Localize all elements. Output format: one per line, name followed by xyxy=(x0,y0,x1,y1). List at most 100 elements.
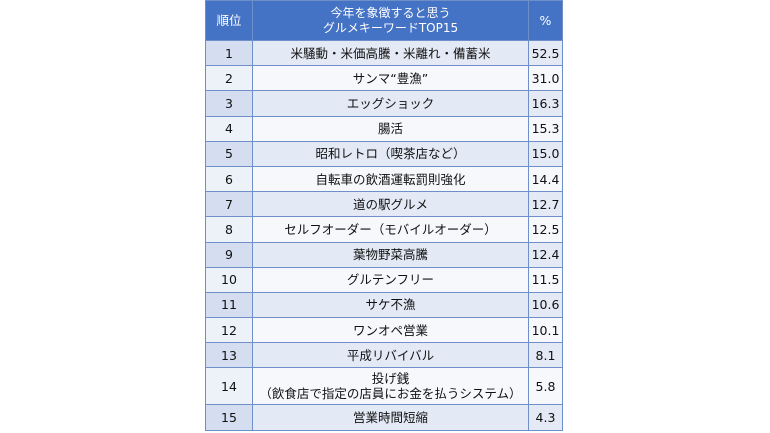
header-cell: 順位 xyxy=(206,1,253,41)
rank-cell: 1 xyxy=(206,41,253,67)
table-row: 8 セルフオーダー（モバイルオーダー） 12.5 xyxy=(206,217,563,243)
percent-text: 12.5 xyxy=(531,221,560,237)
rank-text: 6 xyxy=(225,171,233,187)
percent-cell: 10.1 xyxy=(529,318,563,344)
rank-cell: 8 xyxy=(206,217,253,243)
percent-text: 11.5 xyxy=(531,272,560,288)
rank-text: 15 xyxy=(221,410,237,426)
percent-cell: 12.7 xyxy=(529,192,563,218)
percent-cell: 15.3 xyxy=(529,116,563,142)
ranking-table: 順位 今年を象徴すると思う グルメキーワードTOP15 % 1 米騒動・米価高騰・米… xyxy=(205,0,563,431)
percent-cell: 11.5 xyxy=(529,267,563,293)
rank-cell: 9 xyxy=(206,242,253,268)
table-row: 4 腸活 15.3 xyxy=(206,116,563,142)
percent-cell: 10.6 xyxy=(529,292,563,319)
rank-text: 13 xyxy=(221,347,237,363)
header-text: グルメキーワードTOP15 xyxy=(322,20,459,35)
rank-text: 5 xyxy=(225,146,233,162)
percent-text: 15.3 xyxy=(531,121,560,137)
percent-cell: 31.0 xyxy=(529,66,563,92)
table-row: 5 昭和レトロ（喫茶店など） 15.0 xyxy=(206,141,563,167)
percent-text: 10.1 xyxy=(531,322,560,338)
header-text: 今年を象徴すると思う xyxy=(330,5,451,20)
rank-cell: 5 xyxy=(206,141,253,167)
header-text: 順位 xyxy=(216,13,242,28)
rank-cell: 14 xyxy=(206,368,253,406)
header-text: % xyxy=(539,13,552,28)
percent-text: 5.8 xyxy=(535,378,556,394)
percent-text: 10.6 xyxy=(531,297,560,313)
keyword-cell: 腸活 xyxy=(253,116,529,142)
rank-text: 2 xyxy=(225,70,233,86)
percent-text: 52.5 xyxy=(531,45,560,61)
keyword-cell: エッグショック xyxy=(253,91,529,117)
keyword-text: 投げ銭 xyxy=(371,371,410,387)
keyword-text: 昭和レトロ（喫茶店など） xyxy=(315,146,466,162)
keyword-text: サケ不漁 xyxy=(365,297,416,313)
percent-text: 15.0 xyxy=(531,146,560,162)
percent-text: 12.4 xyxy=(531,247,560,263)
rank-text: 1 xyxy=(225,45,233,61)
keyword-cell: セルフオーダー（モバイルオーダー） xyxy=(253,217,529,243)
keyword-text: （飲食店で指定の店員にお金を払うシステム） xyxy=(259,386,522,402)
table-row: 13 平成リバイバル 8.1 xyxy=(206,343,563,369)
rank-text: 3 xyxy=(225,95,233,111)
keyword-text: 道の駅グルメ xyxy=(352,196,428,212)
table-row: 11 サケ不漁 10.6 xyxy=(206,292,563,319)
percent-text: 4.3 xyxy=(535,410,556,426)
header-row: 順位 今年を象徴すると思う グルメキーワードTOP15 % xyxy=(206,1,563,41)
percent-cell: 4.3 xyxy=(529,405,563,431)
table-row: 6 自転車の飲酒運転罰則強化 14.4 xyxy=(206,166,563,193)
rank-cell: 11 xyxy=(206,292,253,319)
rank-text: 12 xyxy=(221,322,237,338)
keyword-text: 米騒動・米価高騰・米離れ・備蓄米 xyxy=(290,45,491,61)
rank-cell: 13 xyxy=(206,343,253,369)
percent-cell: 5.8 xyxy=(529,368,563,406)
keyword-text: ワンオペ営業 xyxy=(352,322,428,338)
keyword-text: サンマ“豊漁” xyxy=(352,70,429,86)
table-row: 9 葉物野菜高騰 12.4 xyxy=(206,242,563,268)
table-row: 2 サンマ“豊漁” 31.0 xyxy=(206,66,563,92)
percent-cell: 12.4 xyxy=(529,242,563,268)
keyword-cell: 葉物野菜高騰 xyxy=(253,242,529,268)
rank-cell: 6 xyxy=(206,166,253,193)
percent-text: 8.1 xyxy=(535,347,556,363)
keyword-cell: サケ不漁 xyxy=(253,292,529,319)
rank-text: 9 xyxy=(225,247,233,263)
percent-text: 14.4 xyxy=(531,171,560,187)
table-row: 3 エッグショック 16.3 xyxy=(206,91,563,117)
percent-cell: 12.5 xyxy=(529,217,563,243)
keyword-cell: 営業時間短縮 xyxy=(253,405,529,431)
percent-cell: 52.5 xyxy=(529,41,563,67)
percent-cell: 8.1 xyxy=(529,343,563,369)
table-row: 7 道の駅グルメ 12.7 xyxy=(206,192,563,218)
rank-text: 14 xyxy=(221,378,237,394)
table-row: 14 投げ銭 （飲食店で指定の店員にお金を払うシステム） 5.8 xyxy=(206,368,563,406)
keyword-cell: 昭和レトロ（喫茶店など） xyxy=(253,141,529,167)
rank-text: 7 xyxy=(225,196,233,212)
keyword-text: 自転車の飲酒運転罰則強化 xyxy=(315,171,466,187)
keyword-cell: 自転車の飲酒運転罰則強化 xyxy=(253,166,529,193)
keyword-cell: ワンオペ営業 xyxy=(253,318,529,344)
header-cell: 今年を象徴すると思う グルメキーワードTOP15 xyxy=(253,1,529,41)
table-row: 10 グルテンフリー 11.5 xyxy=(206,267,563,293)
rank-cell: 15 xyxy=(206,405,253,431)
keyword-text: 葉物野菜高騰 xyxy=(352,247,428,263)
keyword-cell: サンマ“豊漁” xyxy=(253,66,529,92)
percent-cell: 14.4 xyxy=(529,166,563,193)
percent-cell: 16.3 xyxy=(529,91,563,117)
rank-text: 4 xyxy=(225,121,233,137)
percent-text: 12.7 xyxy=(531,196,560,212)
keyword-cell: グルテンフリー xyxy=(253,267,529,293)
table-row: 15 営業時間短縮 4.3 xyxy=(206,405,563,431)
percent-cell: 15.0 xyxy=(529,141,563,167)
rank-cell: 10 xyxy=(206,267,253,293)
rank-text: 8 xyxy=(225,221,233,237)
keyword-cell: 投げ銭 （飲食店で指定の店員にお金を払うシステム） xyxy=(253,368,529,406)
keyword-text: 営業時間短縮 xyxy=(352,410,428,426)
keyword-text: 腸活 xyxy=(377,121,403,137)
percent-text: 31.0 xyxy=(531,70,560,86)
keyword-text: セルフオーダー（モバイルオーダー） xyxy=(284,221,497,237)
table-row: 12 ワンオペ営業 10.1 xyxy=(206,318,563,344)
